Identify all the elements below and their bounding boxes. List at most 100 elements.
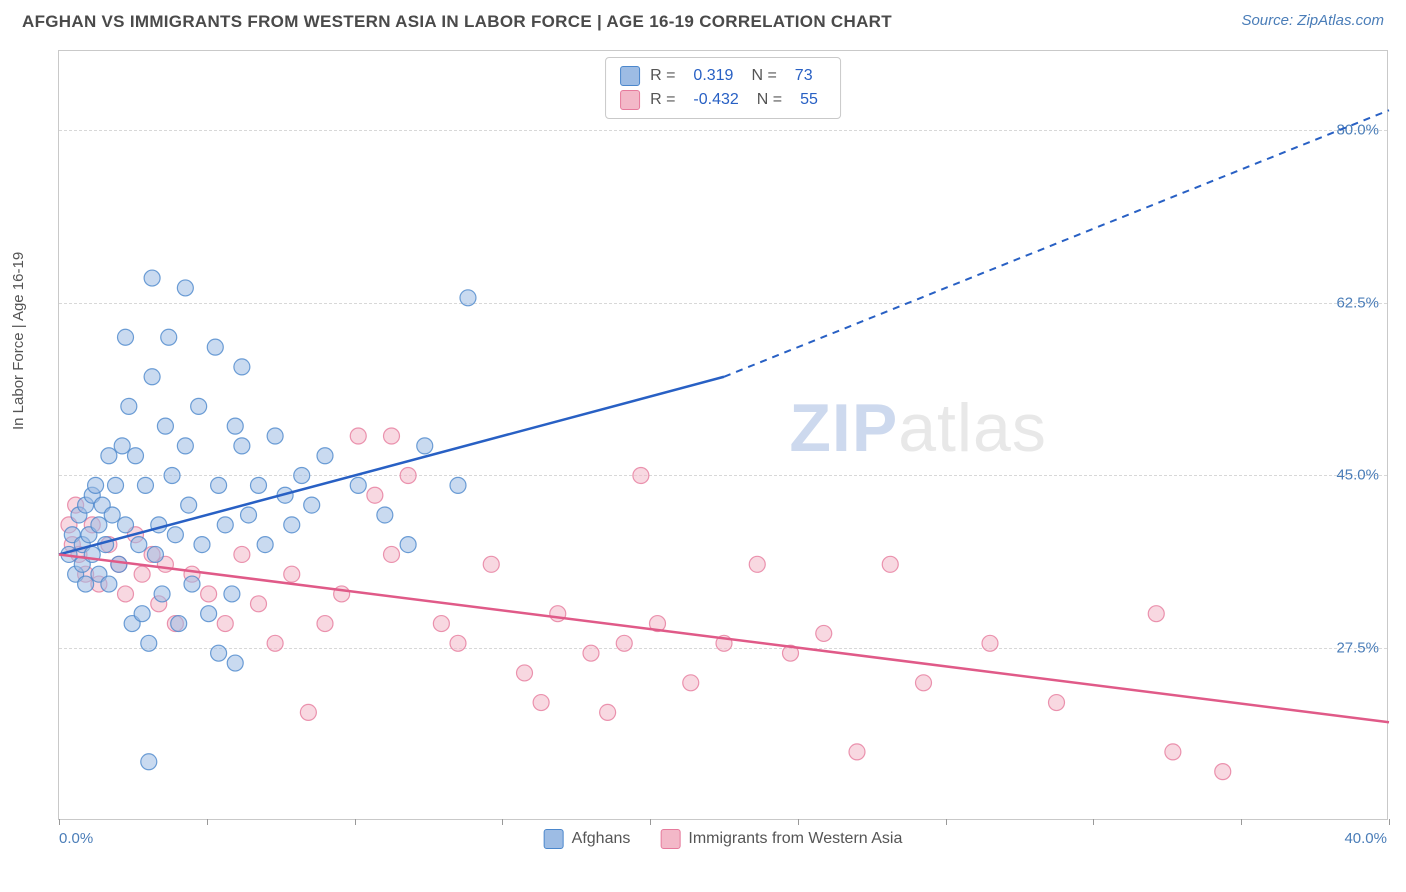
legend-label-series2: Immigrants from Western Asia [688, 830, 902, 848]
data-point [583, 645, 599, 661]
data-point [533, 695, 549, 711]
data-point [164, 467, 180, 483]
data-point [147, 546, 163, 562]
data-point [131, 537, 147, 553]
data-point [1049, 695, 1065, 711]
data-point [118, 517, 134, 533]
data-point [251, 477, 267, 493]
legend-swatch-series2 [660, 829, 680, 849]
swatch-series1 [620, 66, 640, 86]
data-point [118, 586, 134, 602]
data-point [161, 329, 177, 345]
data-point [916, 675, 932, 691]
x-tick [1241, 819, 1242, 825]
legend-item-series1: Afghans [544, 829, 631, 849]
data-point [191, 398, 207, 414]
data-point [683, 675, 699, 691]
x-tick [355, 819, 356, 825]
data-point [317, 448, 333, 464]
data-point [217, 616, 233, 632]
data-point [1215, 764, 1231, 780]
x-tick [502, 819, 503, 825]
y-axis-label: In Labor Force | Age 16-19 [10, 252, 27, 430]
stats-row-series1: R = 0.319 N = 73 [620, 64, 826, 88]
data-point [141, 754, 157, 770]
data-point [134, 606, 150, 622]
data-point [234, 359, 250, 375]
data-point [224, 586, 240, 602]
r-value-2: -0.432 [685, 91, 746, 109]
data-point [1165, 744, 1181, 760]
data-point [234, 438, 250, 454]
source-label: Source: ZipAtlas.com [1241, 12, 1384, 29]
data-point [88, 477, 104, 493]
data-point [350, 428, 366, 444]
legend-swatch-series1 [544, 829, 564, 849]
stats-row-series2: R = -0.432 N = 55 [620, 88, 826, 112]
data-point [201, 586, 217, 602]
x-tick [946, 819, 947, 825]
trend-line-series1-dashed [724, 110, 1389, 377]
chart-title: AFGHAN VS IMMIGRANTS FROM WESTERN ASIA I… [22, 12, 892, 32]
trend-line-series2 [59, 554, 1389, 722]
data-point [217, 517, 233, 533]
data-point [483, 556, 499, 572]
data-point [433, 616, 449, 632]
data-point [144, 369, 160, 385]
data-point [201, 606, 217, 622]
data-point [91, 517, 107, 533]
data-point [816, 625, 832, 641]
data-point [181, 497, 197, 513]
data-point [211, 645, 227, 661]
r-label-1: R = [650, 67, 675, 85]
n-value-2: 55 [792, 91, 826, 109]
data-point [241, 507, 257, 523]
data-point [417, 438, 433, 454]
data-point [101, 576, 117, 592]
data-point [367, 487, 383, 503]
data-point [108, 477, 124, 493]
data-point [377, 507, 393, 523]
bottom-legend: Afghans Immigrants from Western Asia [544, 829, 903, 849]
stats-legend-box: R = 0.319 N = 73 R = -0.432 N = 55 [605, 57, 841, 119]
data-point [749, 556, 765, 572]
data-point [1148, 606, 1164, 622]
data-point [154, 586, 170, 602]
data-point [111, 556, 127, 572]
data-point [177, 438, 193, 454]
data-point [234, 546, 250, 562]
r-label-2: R = [650, 91, 675, 109]
data-point [450, 477, 466, 493]
n-value-1: 73 [787, 67, 821, 85]
data-point [78, 576, 94, 592]
data-point [350, 477, 366, 493]
plot-svg [59, 51, 1387, 819]
data-point [134, 566, 150, 582]
legend-item-series2: Immigrants from Western Asia [660, 829, 902, 849]
data-point [982, 635, 998, 651]
data-point [384, 546, 400, 562]
data-point [600, 704, 616, 720]
data-point [184, 576, 200, 592]
data-point [227, 655, 243, 671]
data-point [460, 290, 476, 306]
n-label-1: N = [751, 67, 776, 85]
data-point [300, 704, 316, 720]
legend-label-series1: Afghans [572, 830, 631, 848]
data-point [384, 428, 400, 444]
data-point [400, 537, 416, 553]
data-point [251, 596, 267, 612]
data-point [304, 497, 320, 513]
x-tick [59, 819, 60, 825]
data-point [849, 744, 865, 760]
data-point [127, 448, 143, 464]
data-point [207, 339, 223, 355]
x-axis-min-label: 0.0% [59, 830, 93, 847]
data-point [211, 477, 227, 493]
data-point [284, 517, 300, 533]
n-label-2: N = [757, 91, 782, 109]
x-tick [798, 819, 799, 825]
data-point [144, 270, 160, 286]
data-point [294, 467, 310, 483]
data-point [118, 329, 134, 345]
